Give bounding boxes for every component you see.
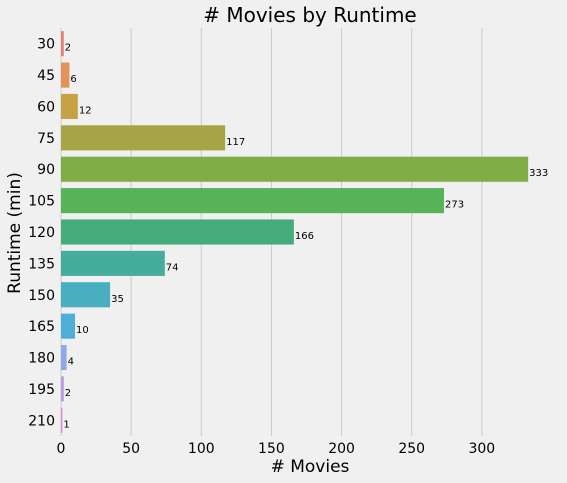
x-tick-labels: 0 50 100 150 200 250 300 — [57, 441, 496, 457]
bar-150 — [61, 282, 111, 308]
y-tick-label: 120 — [28, 225, 55, 241]
data-label: 6 — [70, 74, 76, 85]
y-tick-label: 75 — [37, 131, 55, 147]
bar-210 — [61, 407, 63, 433]
bar-120 — [61, 219, 294, 245]
bar-90 — [61, 156, 529, 182]
y-tick-label: 45 — [37, 68, 55, 84]
bar-105 — [61, 188, 444, 214]
y-tick-labels: 30 45 60 75 90 105 120 135 150 165 180 195 210 — [28, 37, 55, 430]
y-axis-title: Runtime (min) — [5, 172, 25, 294]
x-axis-title: # Movies — [271, 457, 350, 477]
data-label: 35 — [111, 294, 124, 305]
y-tick-label: 30 — [37, 37, 55, 53]
data-label: 4 — [68, 357, 74, 368]
y-tick-label: 135 — [28, 256, 55, 272]
data-label: 117 — [226, 137, 245, 148]
data-label: 2 — [65, 43, 71, 54]
chart-title: # Movies by Runtime — [203, 3, 417, 27]
y-tick-label: 210 — [28, 413, 55, 429]
bar-30 — [61, 31, 64, 57]
bar-60 — [61, 93, 78, 120]
x-tick-label: 250 — [398, 441, 425, 457]
y-tick-label: 90 — [37, 162, 55, 178]
data-label: 1 — [63, 419, 69, 430]
x-tick-label: 0 — [57, 441, 66, 457]
data-label: 74 — [166, 262, 179, 273]
y-tick-label: 180 — [28, 351, 55, 367]
data-label: 333 — [529, 168, 548, 179]
y-tick-label: 105 — [28, 194, 55, 210]
data-label: 10 — [76, 325, 89, 336]
x-tick-label: 100 — [188, 441, 215, 457]
bar-195 — [61, 376, 64, 402]
x-tick-label: 200 — [328, 441, 355, 457]
data-labels: 2 6 12 117 333 273 166 74 35 10 4 2 1 — [63, 43, 548, 431]
bar-45 — [61, 62, 70, 88]
x-tick-label: 300 — [468, 441, 495, 457]
y-tick-label: 195 — [28, 382, 55, 398]
bar-165 — [61, 313, 76, 339]
bar-180 — [61, 344, 67, 371]
data-label: 273 — [445, 200, 464, 211]
y-tick-label: 60 — [37, 99, 55, 115]
bar-75 — [61, 125, 226, 151]
data-label: 2 — [65, 388, 71, 399]
data-label: 166 — [295, 231, 314, 242]
data-label: 12 — [79, 105, 92, 116]
y-tick-label: 165 — [28, 319, 55, 335]
x-tick-label: 150 — [258, 441, 285, 457]
x-tick-label: 50 — [122, 441, 140, 457]
bars — [61, 31, 529, 433]
bar-135 — [61, 250, 165, 276]
y-tick-label: 150 — [28, 288, 55, 304]
